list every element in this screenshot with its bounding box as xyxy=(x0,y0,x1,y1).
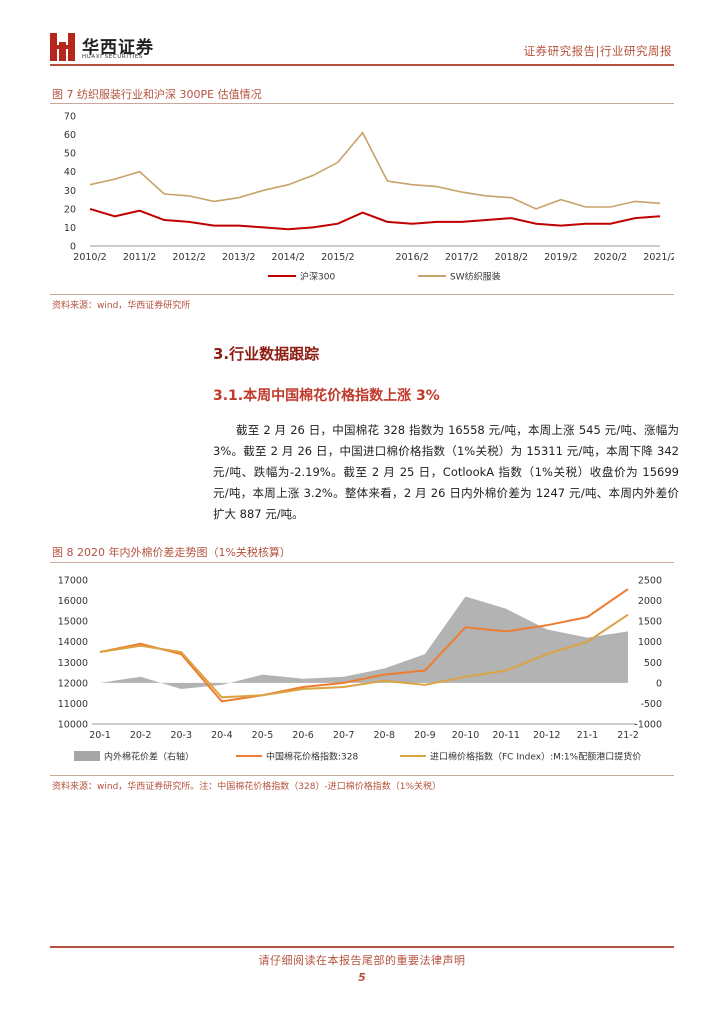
y-tick-label: 10 xyxy=(64,223,76,234)
section-title: 3.行业数据跟踪 xyxy=(213,345,320,363)
x-tick-label: 2013/2 xyxy=(222,252,255,263)
china-cotton-index-line xyxy=(99,588,629,703)
import-cotton-index-line xyxy=(99,613,629,699)
x-tick-label: 20-1 xyxy=(89,730,111,741)
x-tick-label: 21-2 xyxy=(617,730,639,741)
figure7-source: 资料来源：wind，华西证券研究所 xyxy=(52,301,191,311)
spread-area xyxy=(100,596,628,689)
x-tick-label: 20-11 xyxy=(492,730,520,741)
cotton-spread-chart: 1000011000120001300014000150001600017000… xyxy=(58,576,662,763)
footer-divider xyxy=(50,946,674,948)
page-number: 5 xyxy=(358,971,366,984)
y-tick-label: 70 xyxy=(64,112,76,123)
right-y-tick-label: -1000 xyxy=(634,720,662,731)
x-tick-label: 2020/2 xyxy=(594,252,627,263)
subsection-title: 3.1.本周中国棉花价格指数上涨 3% xyxy=(213,388,440,404)
cotton-price-paragraph: 截至 2 月 26 日，中国棉花 328 指数为 16558 元/吨，本周上涨 … xyxy=(213,423,679,521)
figure8-top-divider xyxy=(50,562,674,563)
legend-label: 内外棉花价差（右轴） xyxy=(104,751,194,763)
x-tick-label: 2019/2 xyxy=(544,252,577,263)
figure7-caption: 图 7 纺织服装行业和沪深 300PE 估值情况 xyxy=(52,88,262,101)
x-tick-label: 2018/2 xyxy=(495,252,528,263)
x-tick-label: 2010/2 xyxy=(73,252,106,263)
x-tick-label: 2014/2 xyxy=(272,252,305,263)
left-y-tick-label: 10000 xyxy=(58,720,88,731)
figure8-source: 资料来源：wind，华西证券研究所。注：中国棉花价格指数（328）-进口棉价格指… xyxy=(52,782,441,792)
x-tick-label: 2021/2 xyxy=(643,252,674,263)
series-line-sw-textile xyxy=(89,131,661,210)
y-tick-label: 50 xyxy=(64,149,76,160)
figure8-caption: 图 8 2020 年内外棉价差走势图（1%关税核算） xyxy=(52,546,291,559)
legend-label: SW纺织服装 xyxy=(450,271,501,283)
y-tick-label: 60 xyxy=(64,130,76,141)
left-y-tick-label: 13000 xyxy=(58,658,88,669)
x-tick-label: 2016/2 xyxy=(395,252,428,263)
x-tick-label: 2015/2 xyxy=(321,252,354,263)
figure8-bottom-divider xyxy=(50,775,674,776)
right-y-tick-label: 1000 xyxy=(638,637,662,648)
x-tick-label: 20-10 xyxy=(452,730,480,741)
right-y-tick-label: 1500 xyxy=(638,617,662,628)
x-tick-label: 20-3 xyxy=(170,730,192,741)
right-y-tick-label: -500 xyxy=(640,699,662,710)
header-divider xyxy=(50,64,674,66)
legal-disclaimer-note: 请仔细阅读在本报告尾部的重要法律声明 xyxy=(258,954,466,967)
logo-chinese-name: 华西证券 xyxy=(82,38,154,58)
x-tick-label: 20-8 xyxy=(374,730,396,741)
legend-label: 进口棉价格指数（FC Index）:M:1%配额港口提货价 xyxy=(430,751,641,763)
logo-english-name: HUAXI SECURITIES xyxy=(82,54,143,60)
y-tick-label: 40 xyxy=(64,167,76,178)
y-tick-label: 20 xyxy=(64,204,76,215)
report-type-label: 证券研究报告|行业研究周报 xyxy=(523,44,672,58)
x-tick-label: 2011/2 xyxy=(123,252,156,263)
y-tick-label: 0 xyxy=(70,242,76,253)
left-y-tick-label: 11000 xyxy=(58,699,88,710)
x-tick-label: 2017/2 xyxy=(445,252,478,263)
figure7-top-divider xyxy=(50,103,674,104)
left-y-tick-label: 14000 xyxy=(58,637,88,648)
x-tick-label: 20-7 xyxy=(333,730,355,741)
x-tick-label: 20-6 xyxy=(292,730,314,741)
x-tick-label: 20-12 xyxy=(533,730,561,741)
pe-valuation-chart: 0 10 20 30 40 50 60 70 2010/2 2011/2 2012/2 2013/2 2… xyxy=(64,112,674,283)
huaxi-logo-icon xyxy=(50,33,75,61)
right-y-tick-label: 0 xyxy=(656,678,662,689)
left-y-tick-label: 12000 xyxy=(58,678,88,689)
right-y-tick-label: 500 xyxy=(644,658,662,669)
x-tick-label: 20-2 xyxy=(130,730,152,741)
x-tick-label: 20-4 xyxy=(211,730,233,741)
right-y-tick-label: 2000 xyxy=(638,596,662,607)
series-line-csi300 xyxy=(89,207,661,231)
left-y-tick-label: 15000 xyxy=(58,617,88,628)
left-y-tick-label: 16000 xyxy=(58,596,88,607)
x-tick-label: 20-9 xyxy=(414,730,436,741)
figure7-bottom-divider xyxy=(50,294,674,295)
left-y-tick-label: 17000 xyxy=(58,576,88,587)
x-tick-label: 2012/2 xyxy=(172,252,205,263)
y-tick-label: 30 xyxy=(64,186,76,197)
legend-swatch xyxy=(74,751,100,761)
x-tick-label: 20-5 xyxy=(252,730,274,741)
legend-label: 中国棉花价格指数:328 xyxy=(266,751,358,763)
x-tick-label: 21-1 xyxy=(577,730,599,741)
right-y-tick-label: 2500 xyxy=(638,576,662,587)
legend-label: 沪深300 xyxy=(300,271,335,283)
